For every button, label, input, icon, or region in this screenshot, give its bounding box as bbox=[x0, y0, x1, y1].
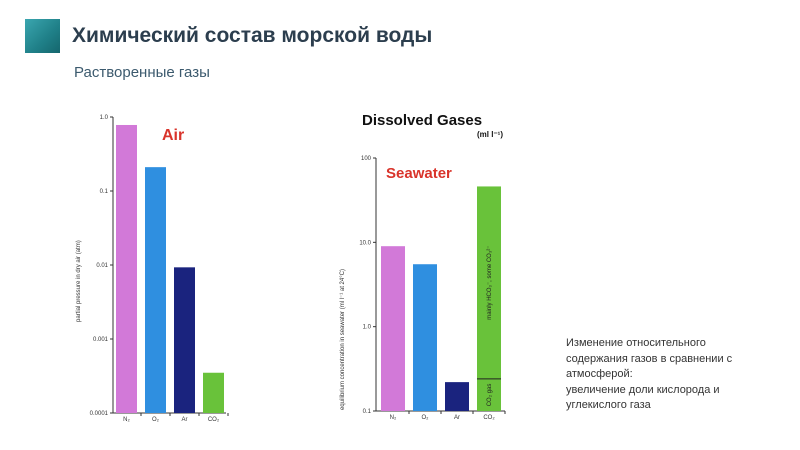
caption-line: Изменение относительного bbox=[566, 337, 706, 349]
x-tick-label: N₂ bbox=[123, 417, 130, 423]
caption: Изменение относительного содержания газо… bbox=[566, 336, 776, 414]
caption-line: содержания газов в сравнении с bbox=[566, 352, 733, 365]
x-tick-label: O₂ bbox=[422, 415, 430, 421]
x-tick-label: O₂ bbox=[152, 417, 160, 423]
air-chart: Air partial pressure in dry air (atm) 1.… bbox=[76, 115, 229, 423]
bar-3 bbox=[477, 186, 501, 411]
y-tick-label: 0.1 bbox=[363, 409, 372, 415]
x-tick-label: CO₂ bbox=[483, 415, 495, 421]
y-tick-label: 1.0 bbox=[100, 115, 109, 121]
header-accent bbox=[25, 19, 60, 53]
y-tick-label: 100 bbox=[361, 156, 372, 162]
caption-line: атмосферой: bbox=[566, 368, 633, 380]
y-tick-label: 0.001 bbox=[93, 337, 109, 343]
x-tick-label: Ar bbox=[454, 415, 460, 421]
bar-3 bbox=[203, 372, 224, 413]
co2-gas-label: CO₂ gas bbox=[487, 384, 493, 407]
y-tick-label: 1.0 bbox=[363, 325, 372, 331]
co2-dissolved-label: mainly HCO₃⁻, some CO₃²⁻ bbox=[487, 246, 493, 320]
bar-1 bbox=[145, 167, 166, 413]
air-y-axis-label: partial pressure in dry air (atm) bbox=[76, 240, 82, 322]
slide-subtitle: Растворенные газы bbox=[74, 64, 210, 81]
y-tick-label: 0.01 bbox=[96, 263, 108, 269]
caption-line: увеличение доли кислорода и bbox=[566, 383, 720, 396]
x-tick-label: N₂ bbox=[390, 415, 397, 421]
figure-unit: (ml l⁻¹) bbox=[477, 130, 503, 139]
x-tick-label: CO₂ bbox=[208, 417, 220, 423]
seawater-y-axis-label: equilibrium concentration in seawater (m… bbox=[340, 269, 346, 410]
seawater-chart-tag: Seawater bbox=[386, 165, 452, 182]
bar-1 bbox=[413, 264, 437, 411]
slide-title: Химический состав морской воды bbox=[72, 24, 433, 47]
caption-line: углекислого газа bbox=[566, 399, 651, 411]
y-tick-label: 0.1 bbox=[100, 189, 109, 195]
bar-0 bbox=[116, 124, 137, 414]
y-tick-label: 0.0001 bbox=[90, 411, 109, 417]
y-tick-label: 10.0 bbox=[359, 240, 371, 246]
figure-title: Dissolved Gases bbox=[362, 112, 482, 129]
bar-2 bbox=[174, 267, 195, 413]
seawater-chart: Seawater equilibrium concentration in se… bbox=[340, 156, 506, 421]
x-tick-label: Ar bbox=[182, 417, 188, 423]
air-chart-tag: Air bbox=[162, 127, 184, 144]
bar-2 bbox=[445, 382, 469, 411]
bar-0 bbox=[381, 246, 405, 411]
